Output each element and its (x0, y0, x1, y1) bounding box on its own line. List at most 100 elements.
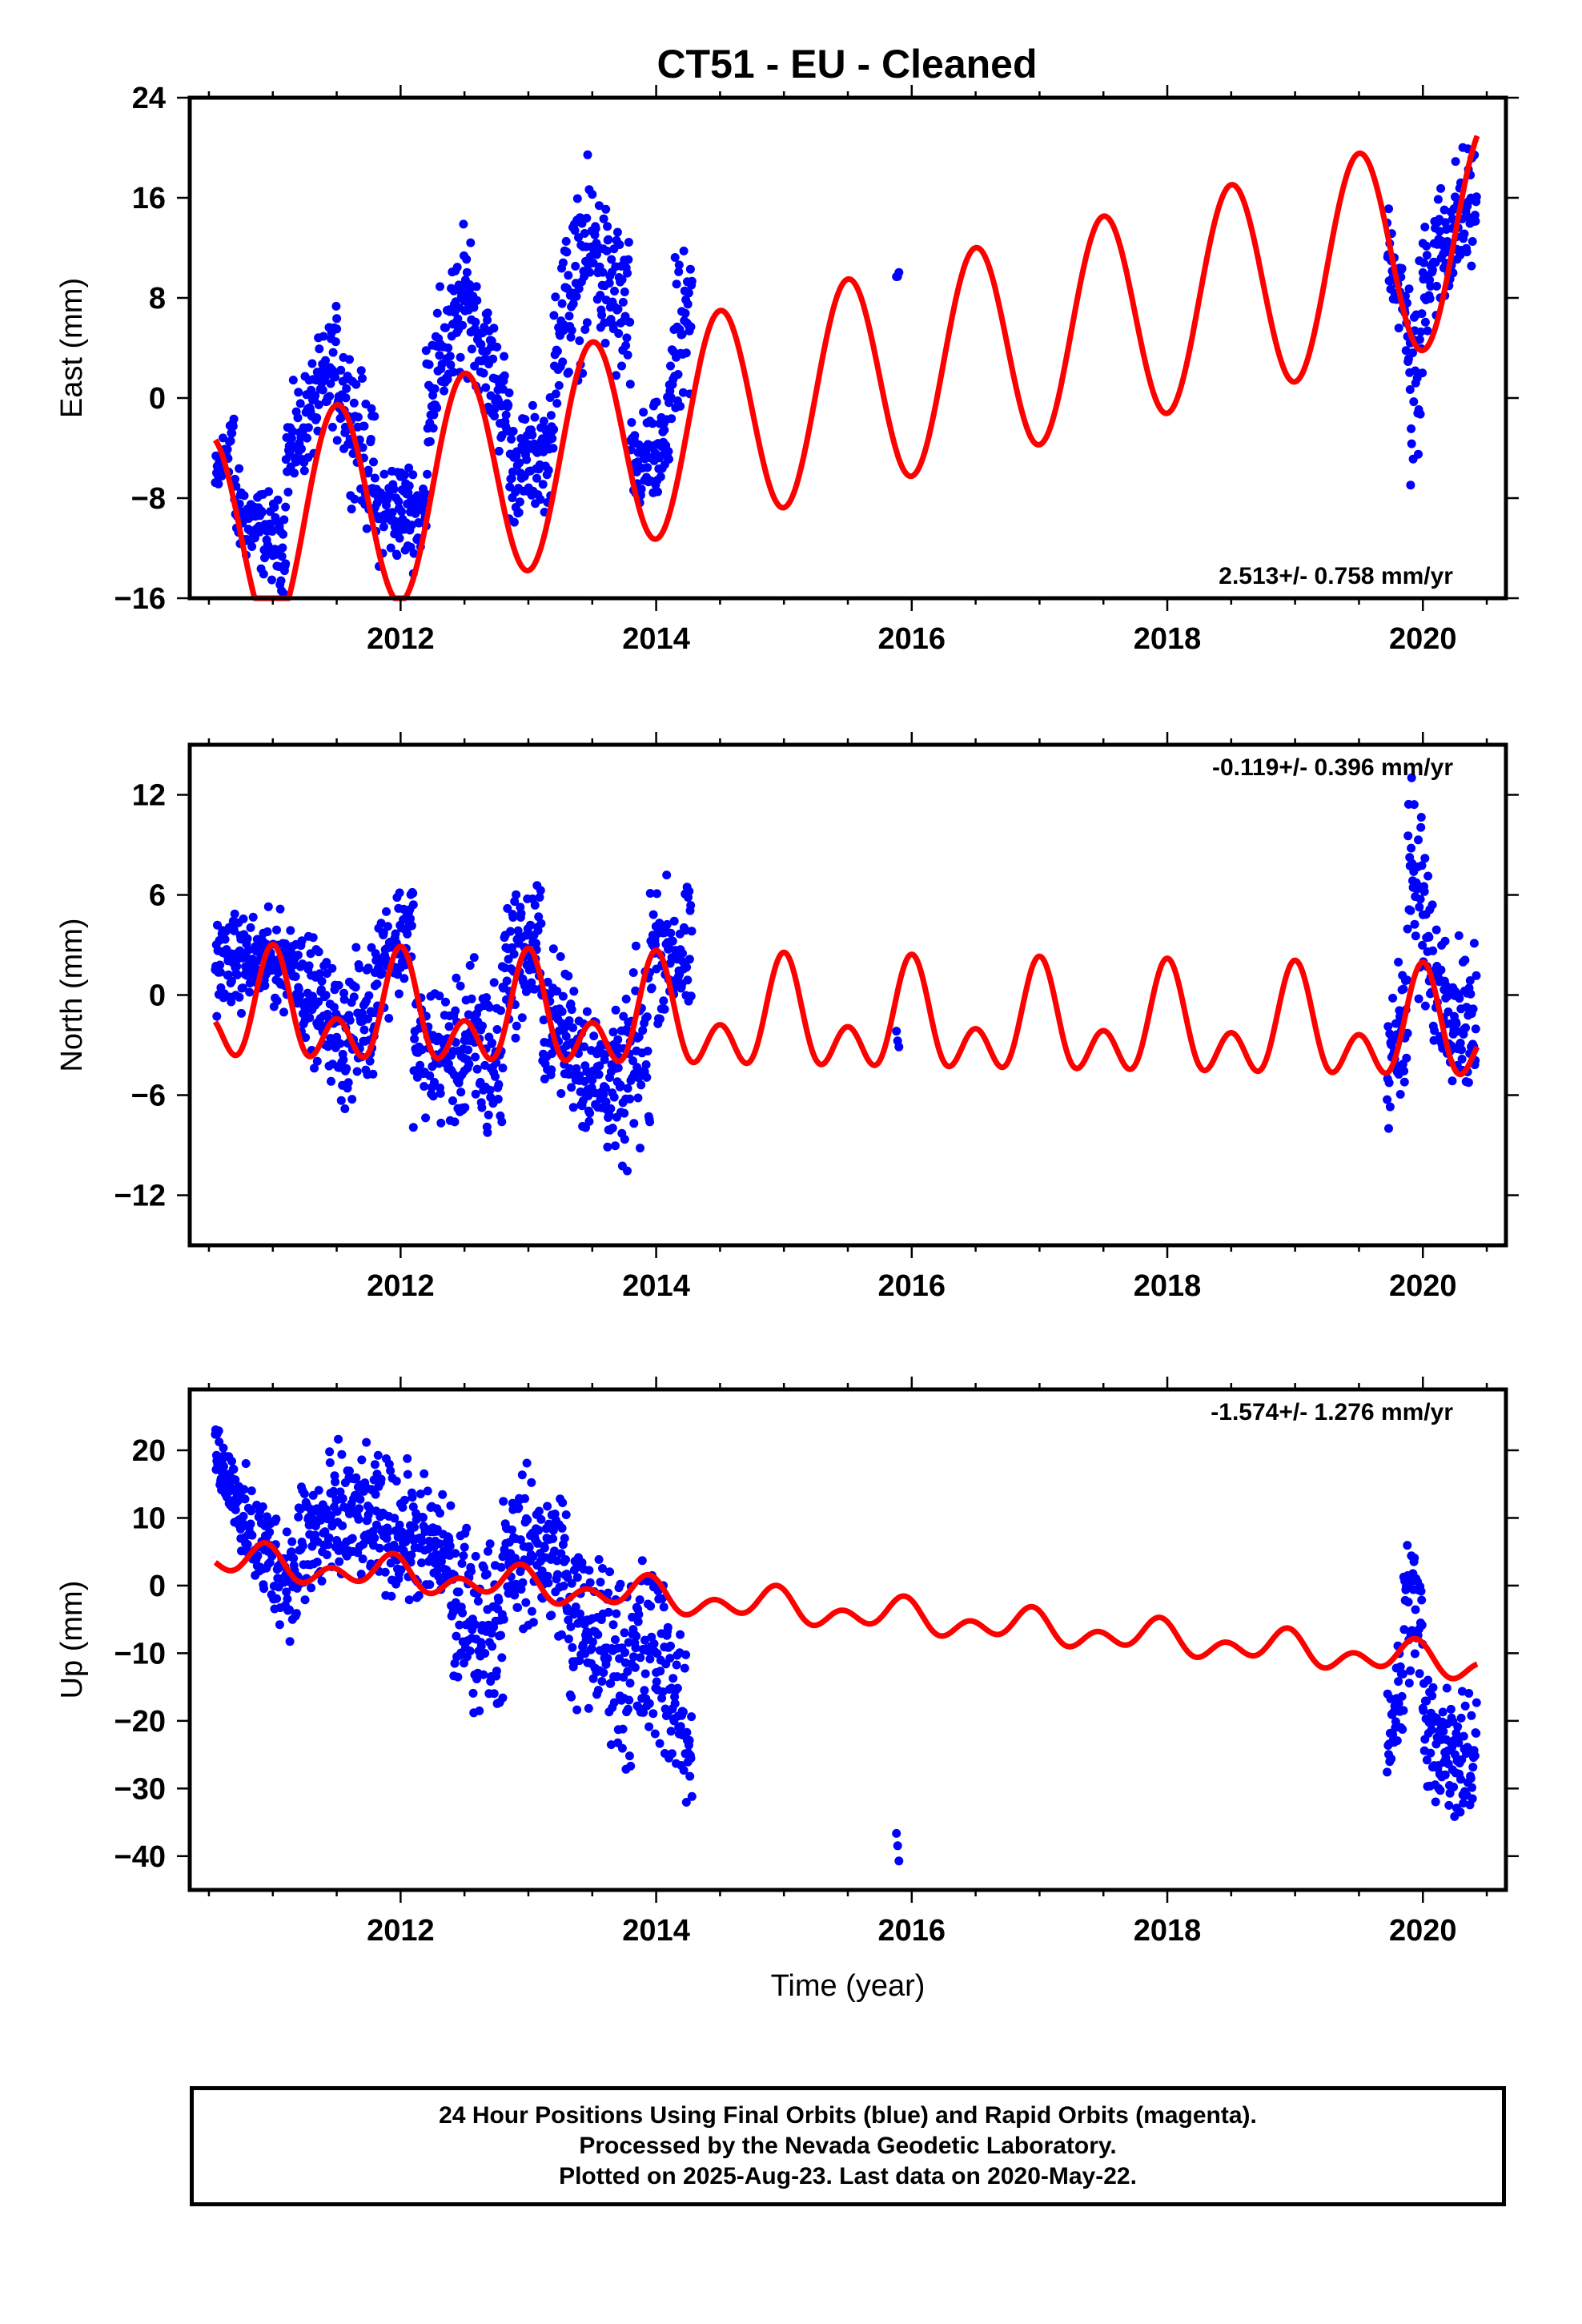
data-point (272, 996, 282, 1006)
data-point (589, 1031, 599, 1041)
data-point (1444, 1800, 1454, 1810)
data-point (644, 1699, 654, 1708)
data-point (294, 388, 303, 397)
data-point (469, 953, 479, 963)
data-point (628, 968, 638, 977)
data-point (543, 1502, 552, 1511)
data-point (535, 893, 544, 902)
data-point (223, 444, 232, 454)
data-point (678, 949, 687, 958)
data-point (669, 1674, 678, 1683)
data-point (1457, 1755, 1467, 1764)
data-point (322, 1550, 331, 1559)
data-point (317, 1576, 327, 1586)
data-point (403, 929, 412, 939)
data-point (1395, 1090, 1405, 1099)
data-point (603, 1654, 612, 1663)
y-tick-label: −20 (114, 1705, 166, 1739)
data-point (620, 1108, 629, 1118)
data-point (215, 960, 225, 970)
data-point (508, 1525, 516, 1534)
data-point (556, 1089, 566, 1098)
data-point (666, 392, 676, 402)
data-point (596, 1578, 605, 1587)
data-point (534, 912, 544, 922)
data-point (512, 1021, 521, 1031)
data-point (1383, 1095, 1392, 1104)
data-point (642, 1012, 652, 1022)
data-point (338, 1521, 347, 1530)
data-point (492, 1025, 502, 1034)
data-point (1428, 1683, 1438, 1692)
data-point (380, 1567, 390, 1577)
data-point (583, 150, 592, 159)
data-points (211, 773, 1481, 1176)
velocity-annotation: 2.513+/- 0.758 mm/yr (1219, 563, 1453, 589)
data-point (515, 497, 524, 507)
data-point (458, 320, 468, 330)
data-point (1417, 1595, 1427, 1605)
data-point (685, 1771, 695, 1781)
data-point (489, 978, 499, 987)
data-point (433, 1565, 443, 1574)
data-point (623, 268, 632, 278)
data-point (473, 1596, 483, 1606)
data-point (355, 963, 364, 973)
data-point (684, 288, 693, 298)
data-point (571, 1602, 580, 1612)
data-point (1425, 294, 1435, 304)
data-point (272, 925, 281, 935)
data-point (406, 914, 415, 923)
data-point (1403, 1541, 1412, 1550)
data-point (314, 1486, 323, 1495)
data-point (408, 1493, 417, 1502)
data-point (270, 503, 279, 512)
data-point (496, 1630, 505, 1640)
data-point (281, 559, 291, 569)
data-point (465, 961, 475, 970)
data-point (484, 402, 493, 412)
data-point (446, 1501, 456, 1510)
data-point (1394, 324, 1403, 333)
data-point (894, 1856, 904, 1866)
model-curve (213, 1540, 1480, 1682)
data-point (430, 1077, 439, 1087)
data-point (639, 1707, 648, 1717)
data-point (615, 240, 624, 249)
data-point (350, 494, 359, 504)
data-point (622, 333, 632, 343)
data-point (676, 401, 685, 411)
data-point (600, 1050, 610, 1059)
data-point (611, 1005, 620, 1015)
data-point (652, 889, 661, 899)
data-point (606, 1740, 616, 1750)
data-point (514, 1503, 524, 1512)
panel-2: 2012 2014 2016 2018 2020 −40 −30 −20 −10 0 10 20 Up … (55, 1377, 1519, 2003)
data-point (500, 352, 509, 361)
data-point (403, 1470, 412, 1479)
data-point (627, 418, 636, 427)
data-point (510, 897, 520, 907)
data-point (247, 1486, 256, 1496)
data-point (1416, 1586, 1426, 1596)
data-point (551, 292, 560, 302)
data-point (227, 428, 237, 438)
data-point (558, 357, 568, 367)
data-point (1385, 1102, 1395, 1112)
data-point (358, 1008, 367, 1018)
data-point (1416, 327, 1426, 336)
data-point (375, 1543, 384, 1553)
data-point (497, 431, 507, 440)
data-point (569, 987, 579, 996)
data-point (558, 258, 568, 267)
data-point (571, 261, 580, 271)
data-point (471, 1551, 480, 1561)
data-point (564, 271, 573, 280)
data-point (1387, 1754, 1396, 1763)
x-tick-label: 2020 (1389, 1914, 1457, 1948)
data-point (445, 1542, 455, 1550)
data-point (435, 1539, 444, 1549)
data-point (227, 949, 237, 959)
data-point (417, 1558, 426, 1567)
data-point (1405, 385, 1415, 394)
